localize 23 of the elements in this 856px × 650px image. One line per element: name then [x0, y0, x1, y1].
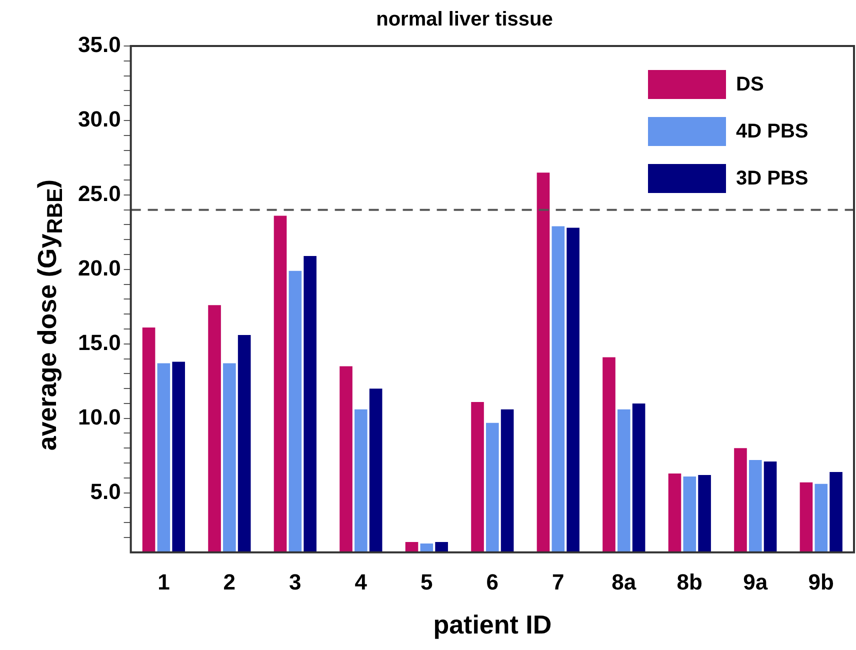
x-tick-label: 9a: [743, 570, 768, 595]
x-tick-label: 8b: [676, 570, 702, 595]
legend-label: 4D PBS: [736, 120, 808, 143]
x-tick-label: 5: [420, 570, 433, 595]
x-tick-label: 7: [552, 570, 564, 595]
x-tick-label: 8a: [612, 570, 637, 595]
y-tick-label: 10.0: [78, 404, 121, 430]
x-tick-label: 3: [289, 570, 302, 595]
legend-label: DS: [736, 74, 764, 96]
x-tick-label: 4: [354, 570, 368, 595]
y-tick-label: 25.0: [78, 181, 121, 206]
chart-title: normal liver tissue: [376, 8, 553, 31]
x-tick-label: 6: [486, 570, 499, 595]
x-axis-title: patient ID: [433, 610, 552, 640]
y-tick-label: 35.0: [78, 32, 121, 58]
y-tick-label: 30.0: [78, 106, 121, 132]
x-tick-label: 9b: [808, 570, 834, 595]
x-tick-label: 1: [158, 570, 170, 595]
y-tick-label: 20.0: [78, 255, 121, 280]
legend-label: 3D PBS: [736, 168, 808, 190]
x-tick-label: 2: [223, 570, 236, 595]
y-tick-label: 5.0: [90, 478, 121, 504]
y-tick-label: 15.0: [78, 330, 121, 355]
